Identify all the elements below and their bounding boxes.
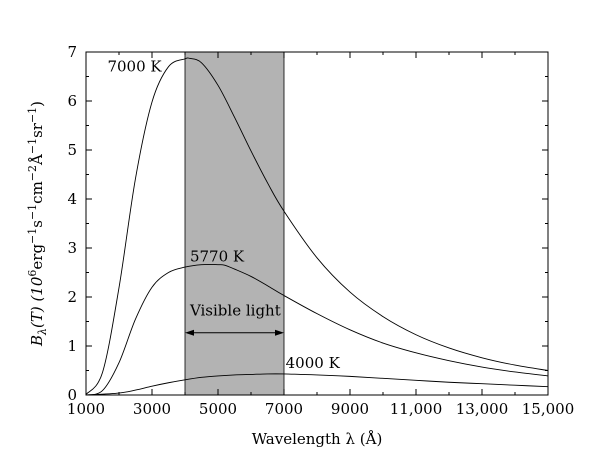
label-5770k: 5770 K (190, 248, 245, 266)
y-tick-label: 2 (67, 288, 77, 306)
curve-4000k (85, 373, 549, 396)
x-tick-label: 5000 (199, 400, 237, 418)
y-tick-label: 7 (67, 43, 77, 61)
annotations-group: 7000 K 5770 K 4000 K Visible light (107, 58, 340, 372)
y-axis-title: Bλ(T) (106erg−1s−1cm−2Å−1sr−1) (26, 101, 49, 347)
y-tick-label: 6 (67, 92, 77, 110)
curve-5770k (85, 264, 549, 396)
x-axis-title: Wavelength λ (Å) (252, 430, 383, 448)
x-tick-label: 9000 (331, 400, 369, 418)
x-tick-label: 11,000 (390, 400, 443, 418)
visible-light-band-group (184, 51, 285, 396)
y-tick-label: 5 (67, 141, 77, 159)
y-tick-label: 0 (67, 386, 77, 404)
arrow-head-left (185, 329, 194, 336)
x-tick-label: 13,000 (456, 400, 509, 418)
label-7000k: 7000 K (107, 58, 162, 76)
x-tick-label: 3000 (133, 400, 171, 418)
y-tick-label: 4 (67, 190, 77, 208)
label-4000k: 4000 K (286, 354, 341, 372)
arrow-head-right (275, 329, 284, 336)
x-tick-label: 1000 (67, 400, 105, 418)
visible-light-label: Visible light (189, 302, 281, 320)
curves-group (85, 57, 549, 396)
ticks-group: 1000 3000 5000 7000 9000 11,000 13,000 15,000 0 1… (67, 43, 574, 418)
visible-light-arrow (185, 329, 284, 336)
y-tick-label: 1 (67, 337, 77, 355)
curve-7000k (85, 57, 549, 395)
plot-frame (85, 51, 549, 396)
x-tick-label: 15,000 (522, 400, 575, 418)
visible-light-band (184, 51, 285, 396)
y-tick-label: 3 (67, 239, 77, 257)
x-tick-label: 7000 (265, 400, 303, 418)
